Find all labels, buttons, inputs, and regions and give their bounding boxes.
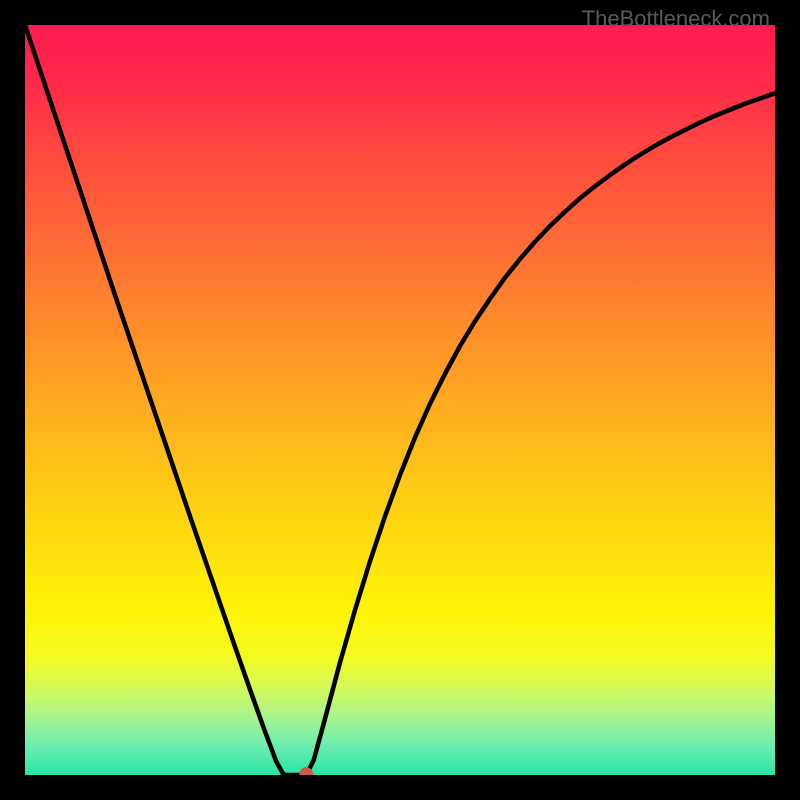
bottleneck-curve [25,25,775,775]
watermark-text: TheBottleneck.com [582,6,770,32]
bottleneck-chart [25,25,775,775]
